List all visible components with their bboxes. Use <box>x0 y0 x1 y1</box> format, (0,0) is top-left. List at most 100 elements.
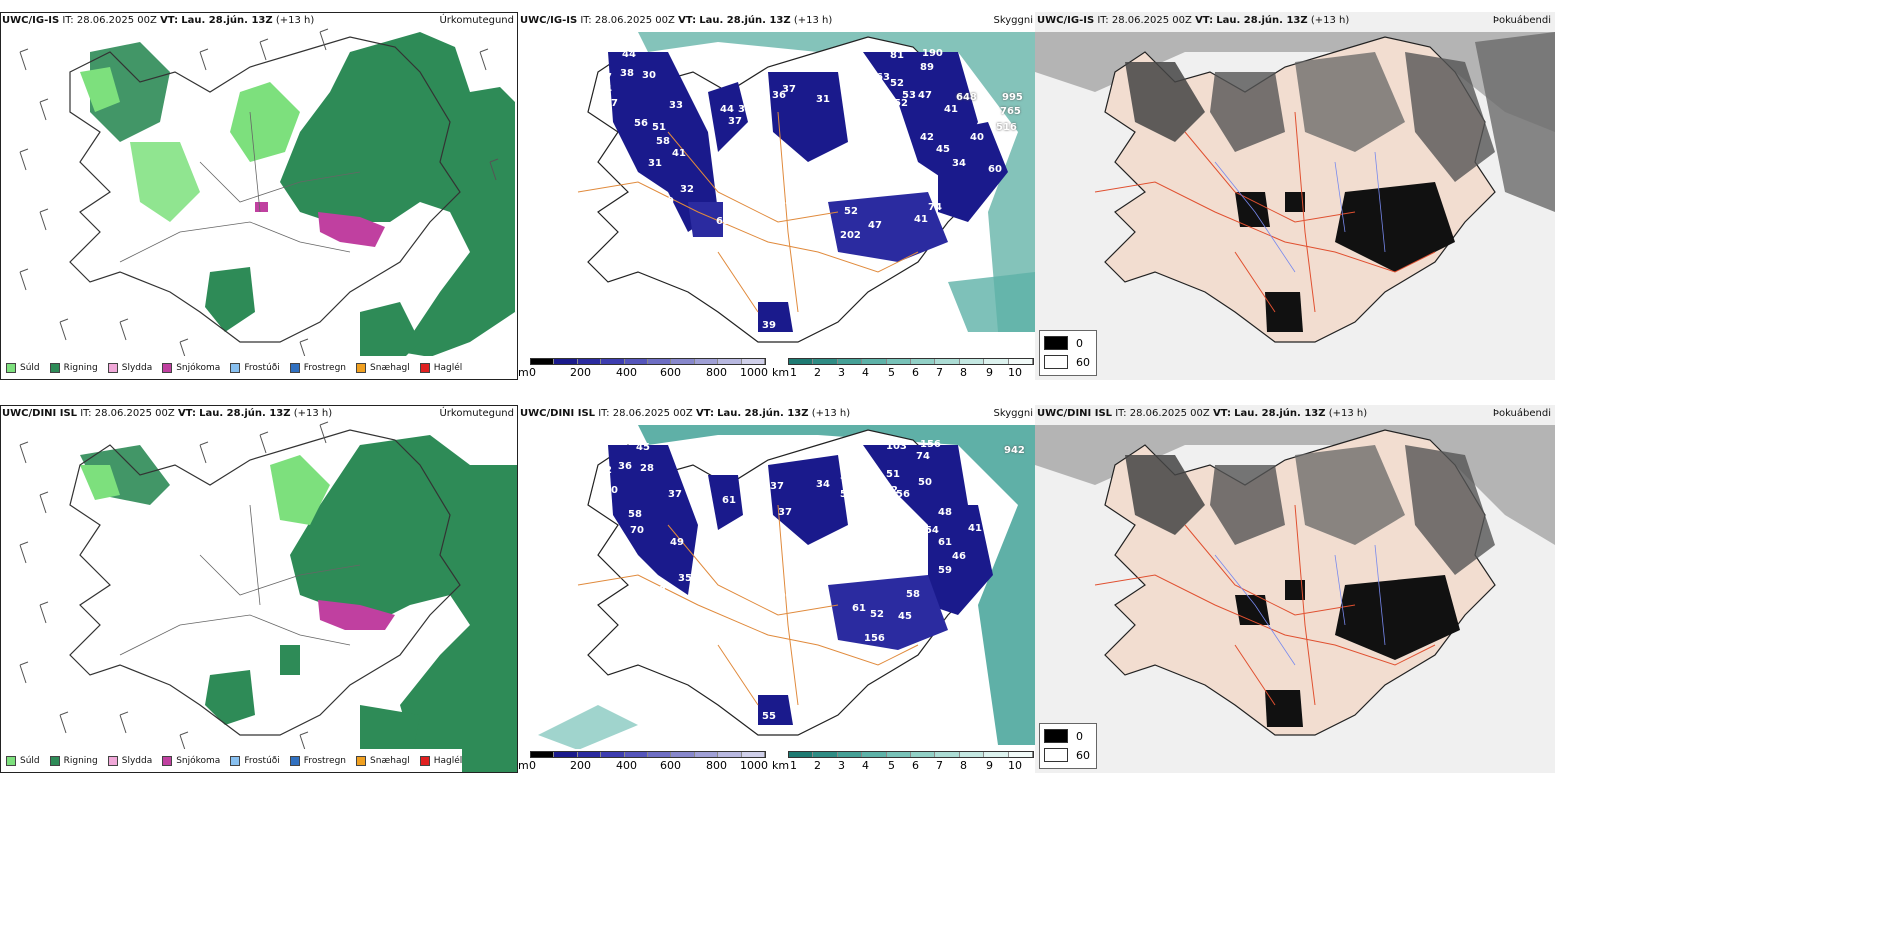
legend-item: Frostregn <box>289 363 346 373</box>
cloudbase-map-bottom <box>538 425 1035 750</box>
legend-item: Haglél <box>419 756 462 766</box>
legend-item: Rigning <box>49 363 98 373</box>
cloud-value: 63 <box>716 216 730 227</box>
fog-title-bottom: Þokuábendi <box>1492 408 1551 419</box>
precip-title-bottom: Úrkomutegund <box>439 408 514 419</box>
cloud-value: 58 <box>656 136 670 147</box>
legend-item: Súld <box>6 363 40 373</box>
cloud-value: 01 <box>858 567 872 578</box>
cloud-value: 59 <box>938 565 952 576</box>
cloud-value: 34 <box>952 158 966 169</box>
precip-legend-top: Súld Rigning Slydda Snjókoma Frostúði Fr… <box>0 356 463 380</box>
cloud-value: 52 <box>844 206 858 217</box>
cloud-header-top: UWC/IG-IS IT: 28.06.2025 00Z VT: Lau. 28… <box>520 15 833 26</box>
fog-header-top: UWC/IG-IS IT: 28.06.2025 00Z VT: Lau. 28… <box>1037 15 1350 26</box>
cloudbase-panel-top: 44 47 38 30 44 37 33 56 51 58 41 31 32 4… <box>518 12 1035 380</box>
cloudbase-panel-bottom: 45 42 36 28 40 37 58 70 49 53 35 61 37 3… <box>518 405 1035 773</box>
legend-item: Frostúði <box>230 363 280 373</box>
cloud-value: 56 <box>840 489 854 500</box>
cloud-value: 61 <box>852 603 866 614</box>
cloud-value: 51 <box>886 469 900 480</box>
cloud-value: 44 <box>622 49 636 60</box>
cloudbase-colorbar-top: m 0 200 400 600 800 1000 <box>518 356 770 380</box>
cloud-value: 60 <box>988 164 1002 175</box>
cloud-value: 48 <box>938 507 952 518</box>
cloud-value: 36 <box>772 90 786 101</box>
cloud-value: 45 <box>898 611 912 622</box>
precip-panel-bottom: UWC/DINI ISL IT: 28.06.2025 00Z VT: Lau.… <box>0 405 518 773</box>
cloud-value: 44 <box>720 104 734 115</box>
cloud-value: 53 <box>652 585 666 596</box>
cloudbase-map-top <box>577 32 1035 343</box>
legend-item: Haglél <box>419 363 462 373</box>
cloud-header-bottom: UWC/DINI ISL IT: 28.06.2025 00Z VT: Lau.… <box>520 408 851 419</box>
legend-item: Rigning <box>49 756 98 766</box>
cloud-value: 58 <box>906 589 920 600</box>
visibility-colorbar-bottom: km 1 2 3 4 5 6 7 8 9 10 <box>772 749 1034 773</box>
cloud-value: 41 <box>944 104 958 115</box>
legend-item: Súld <box>6 756 40 766</box>
cloudbase-colorbar-bottom: m 0 200 400 600 800 1000 <box>518 749 770 773</box>
cloud-value: 74 <box>916 451 930 462</box>
cloud-value: 30 <box>642 70 656 81</box>
fog-map-bottom <box>1035 405 1555 773</box>
cloud-title-top: Skyggni <box>993 15 1033 26</box>
cloud-value: 37 <box>668 489 682 500</box>
cloud-value: 34 <box>816 479 830 490</box>
cloud-value: 58 <box>856 176 870 187</box>
legend-item: Snjókoma <box>162 363 220 373</box>
side-value: 765 <box>1000 106 1021 117</box>
fog-panel-bottom: UWC/DINI ISL IT: 28.06.2025 00Z VT: Lau.… <box>1035 405 1555 773</box>
cloud-value: 46 <box>952 551 966 562</box>
cloud-value: 45 <box>936 144 950 155</box>
cloud-value: 53 <box>902 90 916 101</box>
fog-map-top <box>1035 12 1555 380</box>
legend-item: Slydda <box>107 756 152 766</box>
cloud-value: 44 <box>598 84 612 95</box>
cloud-value: 40 <box>604 485 618 496</box>
cloud-value: 42 <box>598 465 612 476</box>
cloud-value: 37 <box>728 116 742 127</box>
cloud-value: 62 <box>884 485 898 496</box>
cloud-value: 37 <box>778 507 792 518</box>
fog-panel-top: UWC/IG-IS IT: 28.06.2025 00Z VT: Lau. 28… <box>1035 12 1555 380</box>
cloud-value: 81 <box>890 50 904 61</box>
precip-legend-bottom: Súld Rigning Slydda Snjókoma Frostúði Fr… <box>0 749 463 773</box>
cloud-value: 22 <box>824 158 838 169</box>
cloud-value: 38 <box>620 68 634 79</box>
cloud-value: 129 <box>894 509 915 520</box>
cloud-value: 50 <box>918 477 932 488</box>
cloud-value: 41 <box>672 148 686 159</box>
precip-header-bottom: UWC/DINI ISL IT: 28.06.2025 00Z VT: Lau.… <box>2 408 333 419</box>
cloud-value: 74 <box>928 202 942 213</box>
cloud-value: 41 <box>968 523 982 534</box>
cloud-value: 45 <box>636 442 650 453</box>
legend-item: Frostregn <box>289 756 346 766</box>
cloud-value: 28 <box>640 463 654 474</box>
cloud-value: 37 <box>604 98 618 109</box>
cloud-value: 49 <box>660 196 674 207</box>
cloud-value: 156 <box>920 439 941 450</box>
cloud-value: 47 <box>598 72 612 83</box>
cloud-value: 103 <box>886 441 907 452</box>
cloud-value: 154 <box>918 525 939 536</box>
legend-item: Snæhagl <box>356 756 410 766</box>
cloud-value: 41 <box>914 214 928 225</box>
cloud-value: 39 <box>762 320 776 331</box>
cloud-value: 56 <box>724 204 738 215</box>
fog-legend-top: 0 60 <box>1039 330 1097 376</box>
legend-item: Frostúði <box>230 756 280 766</box>
cloud-value: 63 <box>778 196 792 207</box>
precip-title-top: Úrkomutegund <box>439 15 514 26</box>
cloud-value: 52 <box>890 78 904 89</box>
cloud-value: 55 <box>762 711 776 722</box>
cloud-value: 35 <box>678 573 692 584</box>
cloud-value: 61 <box>938 537 952 548</box>
cloud-value: 32 <box>680 184 694 195</box>
cloud-value: 47 <box>918 90 932 101</box>
cloud-value: 42 <box>920 132 934 143</box>
precip-panel-top: UWC/IG-IS IT: 28.06.2025 00Z VT: Lau. 28… <box>0 12 518 380</box>
precip-header-top: UWC/IG-IS IT: 28.06.2025 00Z VT: Lau. 28… <box>2 15 315 26</box>
cloud-value: 70 <box>630 525 644 536</box>
cloud-value: 37 <box>770 481 784 492</box>
